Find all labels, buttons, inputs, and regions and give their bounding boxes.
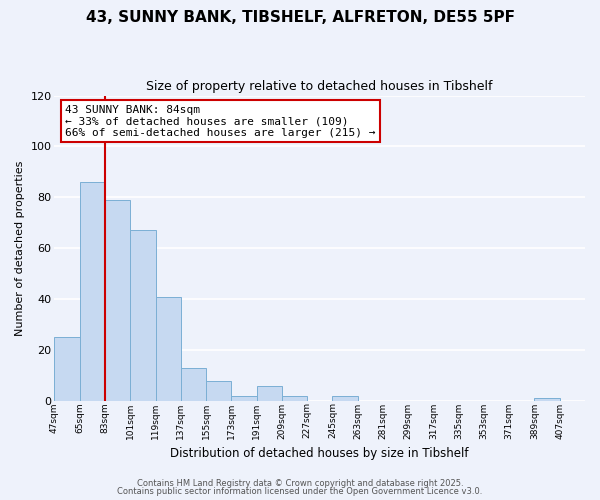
Bar [535, 398, 560, 401]
Text: 43, SUNNY BANK, TIBSHELF, ALFRETON, DE55 5PF: 43, SUNNY BANK, TIBSHELF, ALFRETON, DE55… [86, 10, 515, 25]
Bar [332, 396, 358, 401]
Bar [257, 386, 282, 401]
Bar [105, 200, 130, 401]
Y-axis label: Number of detached properties: Number of detached properties [15, 160, 25, 336]
Bar [232, 396, 257, 401]
Bar [282, 396, 307, 401]
Text: 43 SUNNY BANK: 84sqm
← 33% of detached houses are smaller (109)
66% of semi-deta: 43 SUNNY BANK: 84sqm ← 33% of detached h… [65, 104, 376, 138]
Bar [155, 296, 181, 401]
Bar [206, 380, 232, 401]
Bar [80, 182, 105, 401]
Bar [55, 338, 80, 401]
Bar [130, 230, 155, 401]
Bar [181, 368, 206, 401]
Text: Contains HM Land Registry data © Crown copyright and database right 2025.: Contains HM Land Registry data © Crown c… [137, 478, 463, 488]
Title: Size of property relative to detached houses in Tibshelf: Size of property relative to detached ho… [146, 80, 493, 93]
Text: Contains public sector information licensed under the Open Government Licence v3: Contains public sector information licen… [118, 487, 482, 496]
X-axis label: Distribution of detached houses by size in Tibshelf: Distribution of detached houses by size … [170, 447, 469, 460]
